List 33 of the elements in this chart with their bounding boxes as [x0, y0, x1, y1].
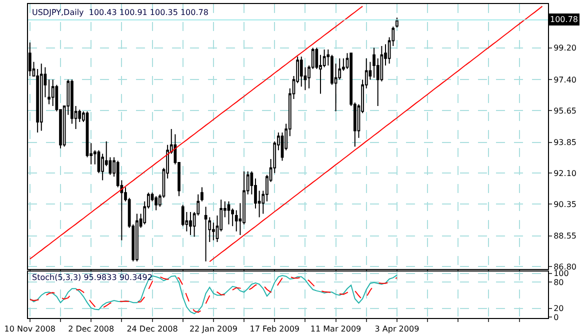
x-tick-label: 22 Jan 2009 — [189, 324, 238, 334]
candlestick — [300, 56, 303, 88]
candlestick — [227, 200, 230, 225]
y-tick-label: 90.35 — [554, 200, 577, 209]
candlestick — [136, 213, 138, 262]
y-tick-label: 92.10 — [554, 168, 577, 178]
candlestick — [48, 79, 50, 105]
y-tick-label: 100 — [554, 269, 569, 278]
y-tick-label: 20 — [554, 304, 564, 314]
x-tick-label: 17 Feb 2009 — [250, 324, 300, 334]
line-series — [209, 6, 543, 262]
candlestick — [40, 63, 43, 132]
candlestick — [396, 17, 398, 28]
y-tick-label: 99.20 — [554, 44, 577, 53]
candlestick — [200, 186, 204, 202]
text: USDJPY,Daily 100.43 100.91 100.35 100.78 — [32, 8, 208, 17]
candlestick — [204, 206, 208, 262]
y-tick-label: 88.55 — [554, 232, 577, 241]
ref-line-label: 100.78 — [550, 15, 578, 24]
x-tick-label: 24 Dec 2008 — [126, 324, 178, 334]
y-tick-label: 0 — [554, 312, 559, 322]
y-tick-label: 93.85 — [554, 138, 577, 148]
candlestick — [154, 196, 158, 211]
candlestick — [189, 211, 192, 236]
y-tick-label: 80 — [554, 278, 564, 287]
y-tick-label: 95.65 — [554, 106, 577, 116]
x-tick-label: 10 Nov 2008 — [4, 324, 56, 334]
x-tick-label: 3 Apr 2009 — [374, 324, 420, 334]
line-series — [29, 6, 364, 260]
x-tick-label: 2 Dec 2008 — [68, 324, 114, 334]
chart-title: Stoch(5,3,3) 95.9833 90.3492 — [32, 273, 152, 282]
y-tick-label: 97.40 — [554, 75, 577, 84]
x-tick-label: 11 Mar 2009 — [310, 324, 362, 334]
